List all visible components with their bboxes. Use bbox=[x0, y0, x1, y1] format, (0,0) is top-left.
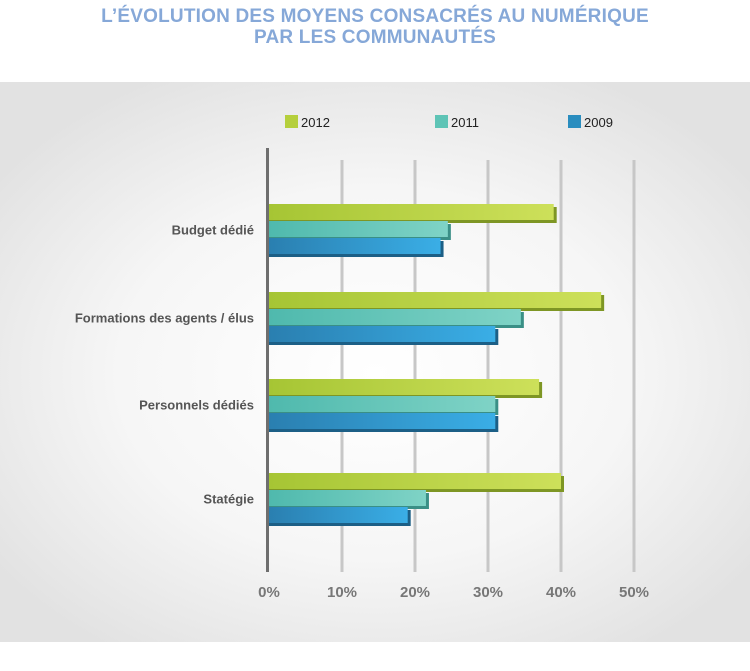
bar-2012-3 bbox=[269, 473, 561, 489]
bar-2009-3 bbox=[269, 507, 408, 523]
bar-2011-1 bbox=[269, 309, 521, 325]
chart-panel bbox=[0, 82, 750, 642]
x-tick-label-2: 20% bbox=[400, 584, 430, 601]
category-label-3: Statégie bbox=[203, 492, 254, 507]
category-label-1: Formations des agents / élus bbox=[75, 311, 254, 326]
category-label-0: Budget dédié bbox=[172, 223, 254, 238]
labels: Budget dédié Formations des agents / élus… bbox=[75, 223, 649, 602]
bars bbox=[269, 204, 605, 526]
axis bbox=[266, 148, 269, 572]
legend-swatch-2011 bbox=[435, 115, 448, 128]
bar-2009-0 bbox=[269, 238, 441, 254]
legend-label-2012: 2012 bbox=[301, 115, 330, 130]
bar-2011-0 bbox=[269, 221, 448, 237]
chart-title-line2: PAR LES COMMUNAUTÉS bbox=[253, 27, 496, 48]
bar-2009-1 bbox=[269, 326, 496, 342]
legend-label-2009: 2009 bbox=[584, 115, 613, 130]
bar-2012-1 bbox=[269, 292, 602, 308]
bar-2012-2 bbox=[269, 379, 540, 395]
x-tick-label-0: 0% bbox=[258, 584, 280, 601]
x-tick-label-3: 30% bbox=[473, 584, 503, 601]
bar-2012-0 bbox=[269, 204, 554, 220]
y-axis-line bbox=[266, 148, 269, 572]
chart-title: L’ÉVOLUTION DES MOYENS CONSACRÉS AU NUMÉ… bbox=[0, 6, 750, 48]
bar-2011-3 bbox=[269, 490, 426, 506]
legend-label-2011: 2011 bbox=[451, 115, 479, 130]
x-tick-label-1: 10% bbox=[327, 584, 357, 601]
chart-title-line1: L’ÉVOLUTION DES MOYENS CONSACRÉS AU NUMÉ… bbox=[101, 6, 649, 27]
legend-swatch-2009 bbox=[568, 115, 581, 128]
bar-2009-2 bbox=[269, 413, 496, 429]
legend: 2012 2011 2009 bbox=[285, 115, 613, 130]
x-tick-label-5: 50% bbox=[619, 584, 649, 601]
x-tick-label-4: 40% bbox=[546, 584, 576, 601]
bar-2011-2 bbox=[269, 396, 496, 412]
category-label-2: Personnels dédiés bbox=[139, 398, 254, 413]
legend-swatch-2012 bbox=[285, 115, 298, 128]
